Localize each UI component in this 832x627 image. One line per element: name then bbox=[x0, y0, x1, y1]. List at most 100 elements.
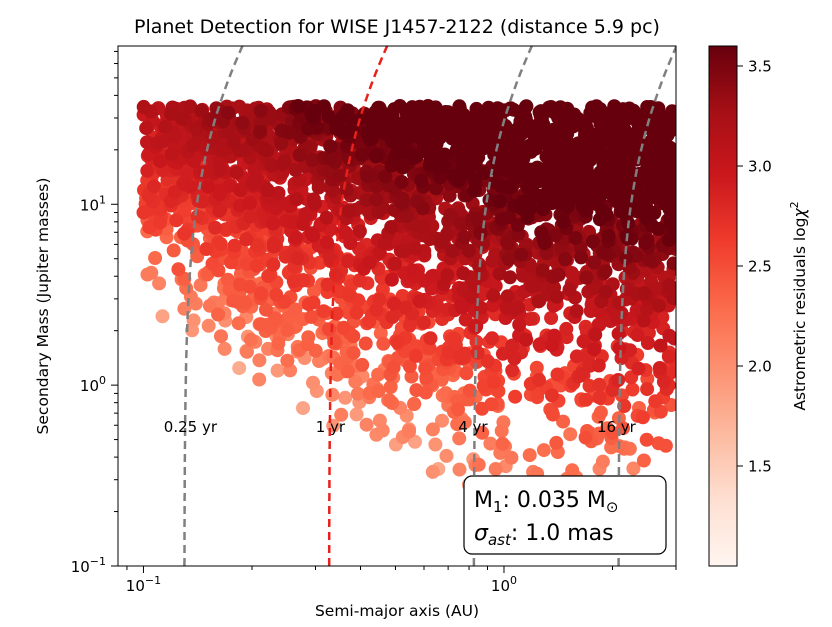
scatter-point bbox=[626, 461, 641, 476]
scatter-point bbox=[371, 367, 386, 382]
colorbar-label-chi: χ bbox=[791, 208, 809, 219]
scatter-point bbox=[266, 257, 281, 272]
scatter-point bbox=[592, 167, 607, 182]
period-label-0: 0.25 yr bbox=[164, 418, 218, 436]
scatter-point bbox=[211, 307, 226, 322]
scatter-point bbox=[619, 251, 634, 266]
scatter-point bbox=[636, 313, 651, 328]
scatter-point bbox=[423, 331, 438, 346]
scatter-point bbox=[595, 454, 610, 469]
scatter-point bbox=[354, 147, 369, 162]
scatter-point bbox=[508, 389, 523, 404]
scatter-point bbox=[562, 194, 577, 208]
scatter-point bbox=[373, 326, 388, 341]
scatter-point bbox=[651, 101, 666, 116]
x-tick-label: 10−1 bbox=[126, 574, 161, 595]
scatter-point bbox=[139, 121, 154, 136]
y-tick-label: 101 bbox=[80, 193, 106, 214]
scatter-point bbox=[666, 120, 676, 135]
scatter-point bbox=[177, 203, 192, 218]
colorbar-label: Astrometric residuals logχ2 bbox=[788, 201, 809, 410]
scatter-point bbox=[583, 106, 598, 120]
scatter-point bbox=[459, 164, 474, 179]
scatter-point bbox=[449, 142, 464, 157]
scatter-point bbox=[408, 348, 423, 363]
scatter-point bbox=[397, 244, 412, 259]
scatter-point bbox=[651, 298, 666, 313]
scatter-point bbox=[505, 338, 520, 353]
scatter-point bbox=[587, 342, 602, 357]
scatter-point bbox=[549, 136, 564, 151]
scatter-point bbox=[559, 164, 574, 179]
scatter-point bbox=[183, 99, 198, 114]
scatter-point bbox=[369, 192, 384, 207]
scatter-point bbox=[658, 438, 673, 453]
x-tick-label: 100 bbox=[491, 574, 517, 595]
scatter-point bbox=[186, 313, 201, 328]
scatter-point bbox=[587, 186, 602, 201]
scatter-point bbox=[539, 103, 554, 118]
scatter-point bbox=[323, 139, 338, 154]
scatter-point bbox=[274, 136, 289, 151]
scatter-point bbox=[183, 179, 198, 194]
scatter-point bbox=[190, 209, 205, 224]
scatter-point bbox=[625, 382, 640, 397]
scatter-point bbox=[306, 295, 321, 310]
scatter-point bbox=[604, 158, 618, 173]
scatter-point bbox=[408, 241, 423, 256]
chart-title: Planet Detection for WISE J1457-2122 (di… bbox=[134, 16, 660, 38]
scatter-point bbox=[238, 295, 253, 310]
scatter-point bbox=[507, 351, 522, 366]
scatter-point bbox=[475, 401, 489, 416]
scatter-point bbox=[504, 450, 519, 465]
scatter-point bbox=[280, 353, 295, 368]
scatter-point bbox=[239, 232, 254, 247]
scatter-point bbox=[341, 254, 356, 268]
scatter-point bbox=[569, 349, 584, 364]
scatter-point bbox=[441, 345, 456, 360]
scatter-point bbox=[516, 194, 531, 209]
scatter-point bbox=[201, 318, 216, 333]
scatter-point bbox=[641, 325, 656, 340]
scatter-point bbox=[365, 116, 380, 131]
scatter-point bbox=[518, 168, 532, 183]
scatter-point bbox=[475, 425, 490, 440]
scatter-point bbox=[212, 203, 227, 218]
scatter-point bbox=[630, 328, 645, 342]
scatter-point bbox=[252, 372, 267, 387]
scatter-point bbox=[459, 366, 474, 381]
scatter-point bbox=[486, 288, 501, 303]
scatter-point bbox=[668, 149, 676, 164]
scatter-point bbox=[209, 108, 224, 123]
period-labels: 0.25 yr 1 yr 4 yr 16 yr bbox=[164, 418, 637, 436]
scatter-point bbox=[292, 148, 307, 163]
scatter-point bbox=[402, 424, 416, 439]
scatter-point bbox=[338, 225, 353, 240]
scatter-point bbox=[558, 252, 573, 267]
scatter-point bbox=[387, 296, 402, 311]
scatter-point bbox=[578, 430, 593, 445]
scatter-point bbox=[372, 292, 387, 307]
scatter-point bbox=[556, 215, 571, 230]
scatter-point bbox=[529, 360, 544, 375]
scatter-point bbox=[416, 201, 430, 216]
scatter-point bbox=[442, 188, 457, 203]
scatter-point bbox=[548, 228, 563, 243]
scatter-point bbox=[587, 255, 602, 270]
scatter-point bbox=[458, 312, 473, 327]
scatter-point bbox=[639, 432, 654, 447]
scatter-point bbox=[592, 390, 607, 405]
scatter-point bbox=[601, 228, 616, 243]
scatter-point bbox=[171, 262, 186, 277]
colorbar-tick-label: 2.5 bbox=[748, 258, 772, 276]
scatter-point bbox=[564, 266, 579, 280]
scatter-point bbox=[240, 344, 254, 359]
scatter-point bbox=[291, 99, 306, 113]
scatter-point bbox=[661, 349, 676, 364]
scatter-point bbox=[488, 462, 503, 476]
plot-frame bbox=[117, 45, 677, 567]
scatter-point bbox=[261, 269, 276, 284]
scatter-point bbox=[666, 291, 676, 306]
scatter-point bbox=[266, 239, 281, 254]
scatter-point bbox=[429, 181, 443, 196]
